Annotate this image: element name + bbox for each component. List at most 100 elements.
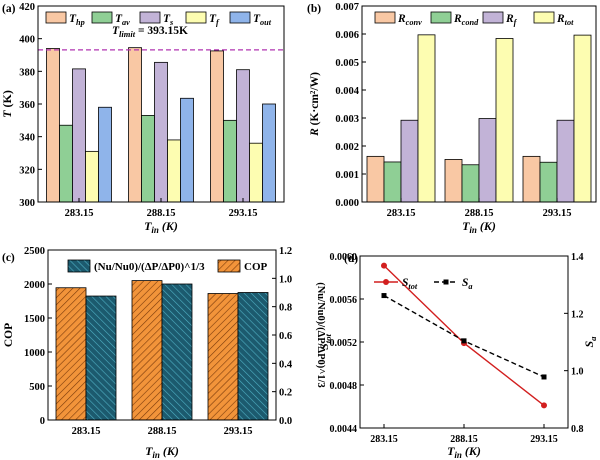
panel-d-ytick-label-right: 0.8: [571, 424, 584, 435]
panel-a-legend-swatch: [91, 11, 113, 24]
panel-d-xlabel: Tin (K): [447, 444, 481, 460]
panel-b-ytick-label: 0.001: [335, 170, 359, 181]
panel-b-tag: (b): [307, 3, 321, 15]
panel-c-ytick-label: 1500: [24, 314, 45, 325]
panel-b-legend-label: Rcond: [453, 13, 479, 27]
panel-c-ytick-label: 0: [40, 416, 45, 427]
panel-a-limit-label: Tlimit = 393.15K: [112, 25, 188, 39]
panel-c-ytick-label-right: 0.2: [279, 388, 292, 399]
panel-a-bar: [262, 103, 276, 203]
panel-a-legend-label: Ts: [163, 13, 173, 27]
panel-c-ytick-label-right: 1.0: [279, 274, 292, 285]
panel-c-ytick-label-right: 0.0: [279, 416, 292, 427]
panel-a-bar: [167, 139, 181, 203]
panel-c-ytick-label-right: 1.2: [279, 246, 292, 257]
panel-a-xtick-label: 288.15: [147, 208, 176, 219]
panel-b-ylabel: R (K·cm²/W): [309, 72, 321, 137]
panel-b-legend-label: Rtot: [556, 13, 574, 27]
panel-c-legend-swatch: [67, 259, 91, 273]
panel-d-xtick-label: 283.15: [370, 434, 398, 445]
panel-d-xtick-label: 293.15: [530, 434, 558, 445]
panel-d-ylabel-left: Stot: [317, 334, 333, 350]
panel-b-ytick-label: 0.005: [335, 58, 359, 69]
panel-d-ytick-label: 0.0044: [330, 424, 358, 435]
panel-d-point: [381, 293, 387, 299]
panel-b-ytick-label: 0.007: [335, 2, 359, 13]
panel-d-legend-label: Stot: [402, 277, 418, 291]
panel-d-ytick-label: 0.0060: [330, 252, 358, 263]
panel-b-bar: [400, 119, 419, 203]
panel-a-legend-swatch: [45, 11, 67, 24]
panel-a-bar: [72, 68, 86, 203]
panel-a-legend-label: Tout: [253, 13, 272, 27]
panel-a-bar: [141, 115, 155, 203]
panel-a-bar: [223, 119, 237, 203]
panel-d-xtick-label: 288.15: [450, 434, 478, 445]
panel-a-bar: [128, 47, 142, 203]
panel-c-ylabel-right: (Nu/Nu0)/(ΔP/ΔP0)^1/3: [315, 282, 326, 388]
panel-b-xtick-label: 288.15: [465, 208, 494, 219]
panel-b-ytick-label: 0.000: [335, 198, 359, 209]
panel-a-bar: [46, 48, 60, 203]
panel-a-ylabel: T (K): [0, 90, 14, 118]
panel-c-xtick-label: 293.15: [224, 426, 253, 437]
panel-b-ytick-label: 0.004: [335, 86, 359, 97]
panel-a-bar: [59, 124, 73, 203]
panel-c-bar: [207, 293, 239, 421]
panel-c-tag: (c): [2, 252, 15, 264]
panel-b-xlabel: Tin (K): [462, 219, 496, 235]
panel-a-xlabel: Tin (K): [144, 219, 178, 235]
panel-a-bar: [249, 142, 263, 203]
panel-d-ytick-label: 0.0052: [330, 338, 358, 349]
panel-d-ytick-label: 0.0056: [330, 295, 358, 306]
panel-d-point: [541, 374, 547, 380]
panel-b-ytick-label: 0.002: [335, 142, 359, 153]
panel-c-bar: [55, 287, 87, 421]
panel-a-ytick-label: 400: [19, 35, 35, 46]
panel-a-legend-label: Tav: [115, 13, 130, 27]
panel-c-ylabel-left: COP: [3, 323, 15, 347]
panel-a-tag: (a): [2, 3, 16, 15]
panel-b-legend-swatch: [482, 11, 504, 24]
panel-c-xtick-label: 283.15: [72, 426, 101, 437]
panel-b-bar: [573, 34, 592, 203]
panel-c-bar: [85, 295, 117, 421]
panel-d-ytick-label-right: 1.0: [571, 367, 584, 378]
panel-a-ytick-label: 360: [19, 100, 35, 111]
panel-d-ytick-label-right: 1.4: [571, 252, 584, 263]
panel-a-legend-swatch: [139, 11, 161, 24]
panel-b-bar: [478, 118, 497, 203]
panel-b-bar: [461, 164, 480, 203]
panel-a-ytick-label: 420: [19, 2, 35, 13]
panel-b-bar: [417, 34, 436, 203]
panel-b-bar: [383, 161, 402, 203]
panel-c-legend-label: (Nu/Nu0)/(ΔP/ΔP0)^1/3: [94, 261, 205, 273]
panel-b-bar: [539, 161, 558, 203]
panel-c-legend-swatch: [217, 259, 241, 273]
panel-a-ytick-label: 380: [19, 67, 35, 78]
panel-a-legend-label: Tf: [209, 13, 220, 27]
panel-a-legend-swatch: [185, 11, 207, 24]
panel-c-ytick-label: 1000: [24, 348, 45, 359]
panel-c-ytick-label-right: 0.8: [279, 303, 292, 314]
panel-b-legend-label: Rf: [505, 13, 518, 27]
panel-c-bar: [161, 283, 193, 421]
panel-c-ytick-label-right: 0.4: [279, 359, 293, 370]
panel-c-bar: [237, 292, 269, 421]
panel-a-bar: [154, 61, 168, 203]
panel-b-ytick-label: 0.006: [335, 30, 359, 41]
panel-d-point: [381, 262, 387, 269]
panel-d-legend-marker: [443, 279, 449, 285]
panel-c-ytick-label-right: 0.6: [279, 331, 292, 342]
panel-c-ytick-label: 2500: [24, 246, 45, 257]
panel-d-legend-marker: [383, 279, 389, 285]
panel-a-bar: [210, 50, 224, 203]
panel-b-legend-swatch: [374, 11, 396, 24]
panel-a-bar: [236, 69, 250, 203]
panel-d-legend-label: Sa: [462, 277, 473, 291]
panel-c-bar: [131, 280, 163, 421]
panel-a-ytick-label: 300: [19, 198, 35, 209]
panel-b-legend-swatch: [533, 11, 555, 24]
panel-a-ytick-label: 340: [19, 133, 35, 144]
